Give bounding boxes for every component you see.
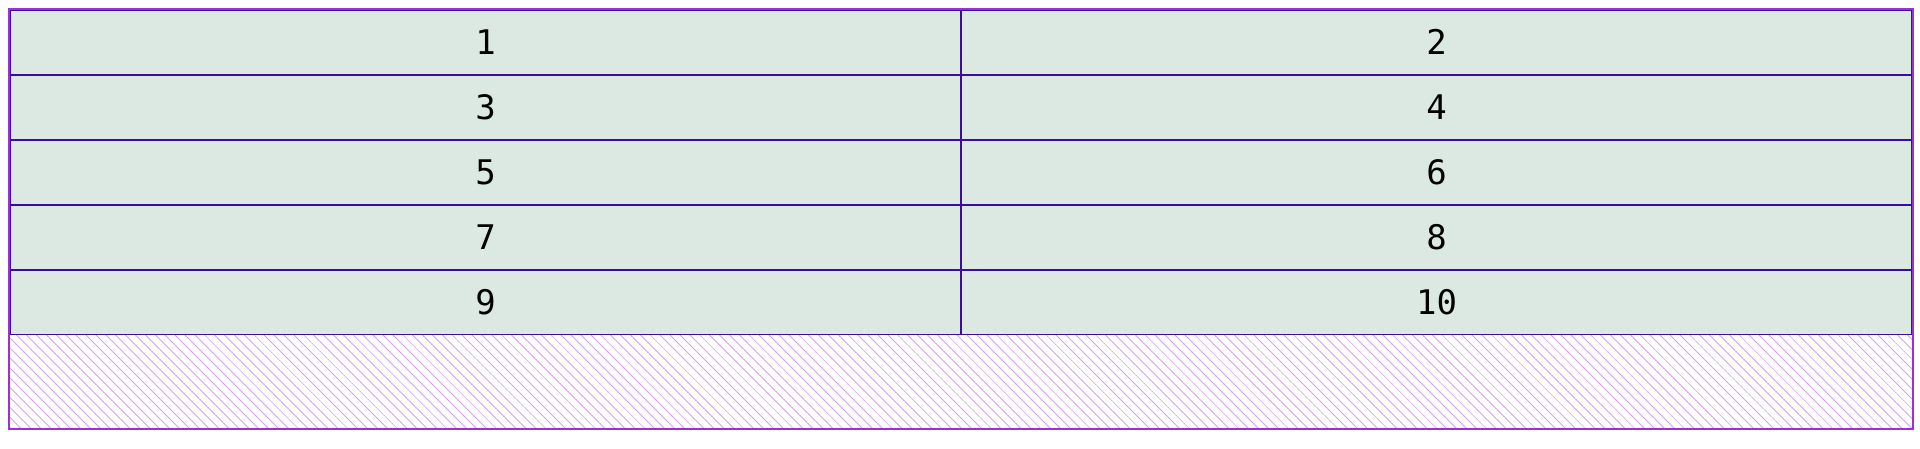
grid-cell: 1 (10, 10, 961, 75)
grid-cell: 7 (10, 205, 961, 270)
grid-cell: 8 (961, 205, 1912, 270)
grid-cell: 2 (961, 10, 1912, 75)
grid-cell: 9 (10, 270, 961, 335)
grid-cell: 4 (961, 75, 1912, 140)
grid-cell: 6 (961, 140, 1912, 205)
grid-cell: 3 (10, 75, 961, 140)
grid-container: 1 2 3 4 5 6 7 8 9 10 (8, 8, 1914, 430)
grid-cell: 10 (961, 270, 1912, 335)
grid-cell: 5 (10, 140, 961, 205)
